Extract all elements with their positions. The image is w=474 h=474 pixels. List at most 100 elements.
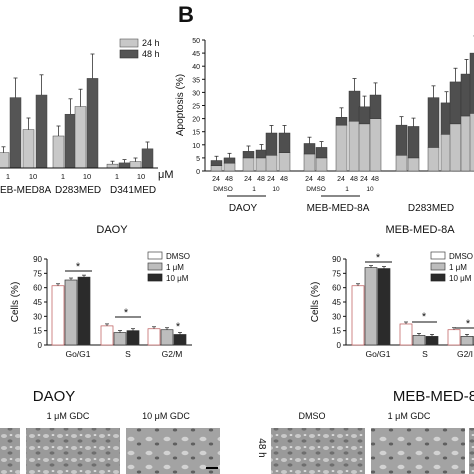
panel-b-cell-line: D283MED (408, 203, 454, 214)
cell-cycle-meb-title: MEB-MED-8A (385, 224, 455, 236)
cell-cycle-meb-legend-swatch (430, 262, 446, 271)
panel-b-bar-upper (369, 94, 382, 119)
cell-cycle-meb-chart: MEB-MED-8A 0 15 30 45 60 75 90 Cells (%) Go/G1… (310, 224, 474, 359)
panel-b-time-tick: 48 (257, 176, 265, 183)
panel-a-tick: 1 (115, 172, 119, 181)
cell-cycle-daoy-category: G2/M (162, 349, 183, 359)
cell-cycle-bar (51, 285, 65, 346)
cell-cycle-bar (160, 329, 174, 346)
cell-cycle-daoy-sig: * (124, 307, 129, 319)
cell-cycle-y-tick-label: 60 (332, 284, 341, 293)
panel-b-y-tick-label: 0 (196, 169, 200, 176)
cell-cycle-bar (64, 279, 78, 346)
cell-cycle-daoy-legend: 10 μM (166, 274, 189, 283)
panel-b-y-tick-label: 5 (196, 156, 200, 163)
panel-b-y-tick-label: 10 (192, 143, 200, 150)
cell-cycle-daoy-legend-swatch (147, 273, 163, 282)
cell-cycle-daoy-category: S (125, 349, 131, 359)
panel-b-bar-upper (242, 151, 255, 159)
panel-a-bar (9, 97, 22, 169)
micrograph-panel (26, 428, 120, 474)
panel-a-tick: 10 (29, 172, 37, 181)
cell-cycle-meb-category: G2/I (457, 349, 473, 359)
panel-a-legend-swatch-24h (119, 38, 139, 48)
cell-cycle-daoy-legend: DMSO (166, 252, 190, 261)
panel-b-treatment-tick: DMSO (213, 186, 233, 193)
panel-a-legend-24h: 24 h (142, 38, 160, 48)
panel-b-bar-upper (223, 157, 236, 164)
panel-b-bar-lower (303, 153, 316, 172)
panel-b-bar-lower (255, 157, 268, 172)
cell-cycle-daoy-legend-swatch (147, 262, 163, 271)
cell-cycle-y-tick-label: 75 (332, 269, 341, 278)
panel-a-tick: 10 (83, 172, 91, 181)
cell-cycle-daoy-chart: DAOY 0 15 30 45 60 75 90 Cells (%) Go/G1 S G2/… (10, 224, 192, 359)
cell-cycle-bar (377, 268, 391, 346)
panel-b-time-tick: 24 (305, 176, 313, 183)
panel-b-bar-upper (407, 126, 420, 159)
panel-b-bar-lower (407, 157, 420, 172)
cell-cycle-y-tick-label: 60 (33, 284, 42, 293)
cell-cycle-bar (425, 336, 439, 346)
panel-a-legend-48h: 48 h (142, 49, 160, 59)
cell-cycle-daoy-sig: * (176, 321, 181, 333)
panel-b-treatment-tick: 1 (252, 186, 256, 193)
panel-b-time-tick: 48 (371, 176, 379, 183)
panel-a-tick: 10 (137, 172, 145, 181)
cell-cycle-meb-legend: 1 μM (449, 263, 467, 272)
panel-b-y-tick-label: 20 (192, 117, 200, 124)
cell-cycle-meb-y-label: Cells (%) (310, 282, 321, 323)
panel-b-treatment-tick: 10 (366, 186, 374, 193)
panel-b-bar-lower (335, 124, 348, 172)
panel-b-time-tick: 48 (225, 176, 233, 183)
panel-b-bar-upper (255, 149, 268, 159)
panel-b-treatment-tick: 10 (272, 186, 280, 193)
panel-b-time-tick: 24 (212, 176, 220, 183)
panel-b-bar-lower (348, 120, 361, 172)
panel-a-group-label: D283MED (55, 185, 101, 196)
panel-b-bar-lower (395, 155, 408, 172)
panel-b-bar-upper (265, 132, 278, 156)
panel-b-bar-upper (427, 97, 440, 148)
cell-cycle-y-tick-label: 0 (337, 341, 342, 350)
panel-b-y-tick-label: 45 (192, 51, 200, 58)
panel-b-cell-line: DAOY (229, 203, 258, 214)
cell-cycle-bar (364, 267, 378, 346)
cell-cycle-y-tick-label: 30 (332, 312, 341, 321)
cell-cycle-y-tick-label: 45 (332, 298, 341, 307)
micrograph-label: 1 μM GDC (47, 411, 90, 421)
panel-b-bar-upper (315, 147, 328, 159)
panel-b-bar-upper (358, 106, 371, 125)
cell-cycle-bar (147, 328, 161, 346)
panel-a-bar-chart: 24 h 48 h 1 10 1 10 1 10 μM EB-MED8A D28… (0, 38, 174, 196)
panel-a-bar (106, 163, 119, 169)
cell-cycle-y-tick-label: 0 (38, 341, 43, 350)
panel-a-bar (141, 148, 154, 169)
panel-b-bar-lower (358, 123, 371, 172)
panel-b-time-tick: 48 (317, 176, 325, 183)
cell-cycle-meb-sig: * (466, 318, 471, 330)
panel-b-time-tick: 24 (244, 176, 252, 183)
cell-cycle-bar (126, 330, 140, 346)
panel-b-bar-lower (369, 118, 382, 172)
panel-a-group-label: EB-MED8A (0, 185, 51, 196)
panel-a-bar (35, 94, 48, 169)
cell-cycle-y-tick-label: 90 (332, 255, 341, 264)
cell-cycle-meb-category: Go/G1 (365, 349, 390, 359)
panel-b-y-tick-label: 35 (192, 77, 200, 84)
cell-cycle-bar (412, 335, 426, 346)
panel-a-bar (0, 152, 10, 169)
panel-b-treatment-tick: 1 (345, 186, 349, 193)
micrograph-panel (0, 428, 20, 474)
micrograph-panel (126, 428, 220, 474)
cell-cycle-bar (399, 323, 413, 346)
cell-cycle-daoy-sig: * (76, 261, 81, 273)
cell-cycle-daoy-y-label: Cells (%) (10, 282, 21, 323)
micrograph-time-label: 48 h (256, 438, 267, 457)
panel-b-time-tick: 48 (350, 176, 358, 183)
panel-a-tick: 1 (61, 172, 65, 181)
micrograph-label: 10 μM GDC (142, 411, 190, 421)
panel-a-legend-swatch-48h (119, 49, 139, 59)
panel-b-bar-lower (449, 123, 462, 172)
